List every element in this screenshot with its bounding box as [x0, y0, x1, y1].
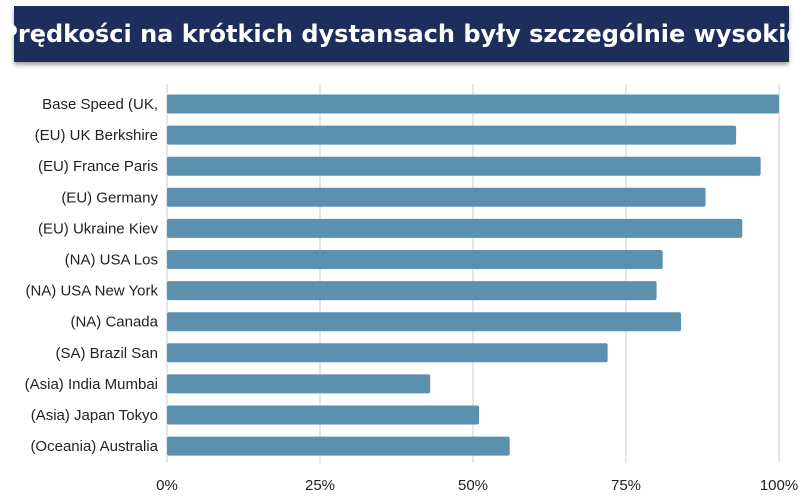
- category-labels: Base Speed (UK, (EU) UK Berkshire (EU) Fra…: [25, 96, 159, 455]
- bar: [167, 374, 431, 394]
- x-tick-label: 0%: [156, 477, 178, 494]
- bar: [167, 125, 737, 145]
- bar: [167, 156, 761, 176]
- bar: [167, 218, 743, 238]
- bars: [167, 94, 779, 456]
- category-label: Base Speed (UK,: [42, 96, 158, 113]
- category-label: (Oceania) Australia: [30, 438, 158, 455]
- category-label: (NA) USA New York: [25, 283, 158, 300]
- bar: [167, 312, 682, 332]
- bar: [167, 94, 779, 114]
- x-tick-label: 25%: [305, 477, 335, 494]
- category-label: (Asia) Japan Tokyo: [31, 407, 158, 424]
- category-label: (EU) UK Berkshire: [35, 127, 158, 144]
- grid-lines: [166, 84, 780, 463]
- x-tick-labels: 0% 25% 50% 75% 100%: [156, 477, 798, 494]
- bar: [167, 343, 608, 363]
- category-label: (EU) France Paris: [38, 158, 158, 175]
- x-tick-label: 100%: [760, 477, 798, 494]
- bar: [167, 436, 510, 456]
- category-label: (SA) Brazil San: [55, 345, 158, 362]
- bar: [167, 281, 657, 301]
- bar: [167, 187, 706, 207]
- category-label: (NA) Canada: [70, 314, 158, 331]
- bar: [167, 405, 480, 425]
- bar: [167, 250, 663, 269]
- category-label: (EU) Germany: [61, 189, 158, 206]
- category-label: (EU) Ukraine Kiev: [38, 220, 159, 237]
- category-label: (NA) USA Los: [65, 252, 158, 269]
- x-tick-label: 75%: [611, 477, 641, 494]
- chart-title: Prędkości na krótkich dystansach były sz…: [0, 6, 803, 62]
- category-label: (Asia) India Mumbai: [25, 376, 158, 393]
- x-tick-label: 50%: [458, 477, 488, 494]
